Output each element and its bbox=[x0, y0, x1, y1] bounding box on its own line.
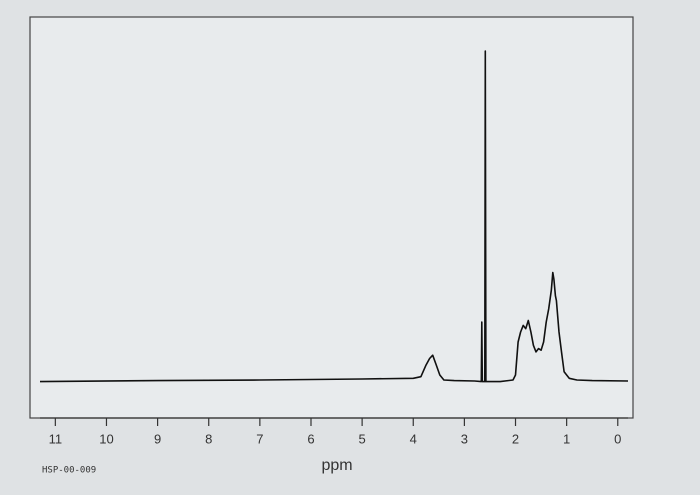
spectrum-line bbox=[39, 50, 629, 383]
spectrum-code: HSP-00-009 bbox=[42, 466, 96, 476]
x-tick-label: 5 bbox=[359, 431, 366, 446]
x-tick-label: 7 bbox=[256, 431, 263, 446]
x-tick-label: 11 bbox=[49, 431, 63, 446]
x-tick-label: 10 bbox=[99, 431, 113, 446]
x-axis-label: ppm bbox=[321, 457, 352, 474]
x-tick-label: 9 bbox=[154, 431, 161, 446]
x-tick-label: 8 bbox=[205, 431, 212, 446]
x-tick-label: 3 bbox=[461, 431, 468, 446]
x-tick-label: 0 bbox=[614, 431, 621, 446]
x-tick-label: 6 bbox=[307, 431, 314, 446]
x-tick-label: 4 bbox=[410, 431, 417, 446]
x-tick-label: 1 bbox=[563, 431, 570, 446]
x-tick-label: 2 bbox=[512, 431, 519, 446]
plot-frame bbox=[29, 16, 634, 419]
